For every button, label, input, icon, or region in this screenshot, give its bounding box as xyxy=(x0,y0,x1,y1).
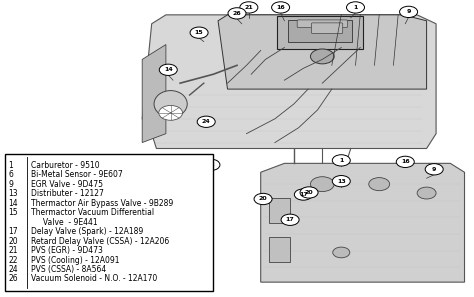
Circle shape xyxy=(369,178,390,191)
Text: Thermactor Vacuum Differential: Thermactor Vacuum Differential xyxy=(31,208,154,217)
Circle shape xyxy=(310,49,334,64)
Circle shape xyxy=(300,187,318,198)
Text: Delay Valve (Spark) - 12A189: Delay Valve (Spark) - 12A189 xyxy=(31,227,143,236)
Text: 17: 17 xyxy=(299,192,308,197)
Text: Retard Delay Valve (CSSA) - 12A206: Retard Delay Valve (CSSA) - 12A206 xyxy=(31,237,169,246)
Text: 9: 9 xyxy=(406,10,411,14)
Text: 20: 20 xyxy=(305,190,313,195)
Text: 22: 22 xyxy=(9,256,18,265)
Text: PVS (EGR) - 9D473: PVS (EGR) - 9D473 xyxy=(31,246,103,255)
Text: 14: 14 xyxy=(164,67,173,72)
Circle shape xyxy=(417,187,436,199)
Text: 16: 16 xyxy=(401,159,410,164)
Circle shape xyxy=(202,159,220,170)
Text: 24: 24 xyxy=(9,265,18,274)
Text: 17: 17 xyxy=(9,227,18,236)
Circle shape xyxy=(294,189,312,200)
Circle shape xyxy=(240,2,258,13)
Circle shape xyxy=(332,176,350,187)
Circle shape xyxy=(396,156,414,168)
Text: 22: 22 xyxy=(207,162,215,167)
Text: 13: 13 xyxy=(337,179,346,184)
Text: Distributer - 12127: Distributer - 12127 xyxy=(31,189,104,198)
Circle shape xyxy=(190,27,208,38)
Text: Thermactor Air Bypass Valve - 9B289: Thermactor Air Bypass Valve - 9B289 xyxy=(31,199,173,208)
Text: 15: 15 xyxy=(195,30,203,35)
Circle shape xyxy=(310,177,334,192)
Circle shape xyxy=(332,155,350,166)
Text: 21: 21 xyxy=(245,5,253,10)
Text: Valve  - 9E441: Valve - 9E441 xyxy=(31,218,98,227)
FancyBboxPatch shape xyxy=(277,16,363,49)
Text: 1: 1 xyxy=(9,161,13,170)
Polygon shape xyxy=(261,163,465,282)
Circle shape xyxy=(254,193,272,205)
Text: 9: 9 xyxy=(432,167,437,172)
Ellipse shape xyxy=(154,91,187,117)
Circle shape xyxy=(159,105,182,120)
Text: 1: 1 xyxy=(353,5,358,10)
Text: Bi-Metal Sensor - 9E607: Bi-Metal Sensor - 9E607 xyxy=(31,170,123,179)
Text: 16: 16 xyxy=(276,5,285,10)
Text: 26: 26 xyxy=(233,11,241,16)
FancyBboxPatch shape xyxy=(269,198,290,223)
Text: 9: 9 xyxy=(9,180,13,189)
FancyBboxPatch shape xyxy=(269,237,290,262)
Circle shape xyxy=(333,247,350,258)
Polygon shape xyxy=(218,15,427,89)
Circle shape xyxy=(281,214,299,225)
Circle shape xyxy=(425,164,443,175)
FancyBboxPatch shape xyxy=(311,23,343,34)
Text: 6: 6 xyxy=(9,170,13,179)
Circle shape xyxy=(159,64,177,75)
Text: Carburetor - 9510: Carburetor - 9510 xyxy=(31,161,100,170)
Text: EGR Valve - 9D475: EGR Valve - 9D475 xyxy=(31,180,103,189)
Text: 15: 15 xyxy=(9,208,18,217)
Circle shape xyxy=(400,6,418,18)
Text: 21: 21 xyxy=(9,246,18,255)
Text: PVS (CSSA) - 8A564: PVS (CSSA) - 8A564 xyxy=(31,265,106,274)
FancyBboxPatch shape xyxy=(288,20,352,42)
Text: 17: 17 xyxy=(286,217,294,222)
Text: 1: 1 xyxy=(339,158,344,163)
Polygon shape xyxy=(142,45,166,143)
FancyBboxPatch shape xyxy=(297,20,347,28)
Text: 26: 26 xyxy=(9,274,18,284)
Text: Vacuum Solenoid - N.O. - 12A170: Vacuum Solenoid - N.O. - 12A170 xyxy=(31,274,157,284)
Polygon shape xyxy=(142,15,436,148)
Text: 24: 24 xyxy=(202,119,210,124)
Circle shape xyxy=(228,8,246,19)
Text: 20: 20 xyxy=(9,237,18,246)
Text: 14: 14 xyxy=(9,199,18,208)
Text: 20: 20 xyxy=(259,197,267,201)
Circle shape xyxy=(197,116,215,127)
Circle shape xyxy=(272,2,290,13)
Text: PVS (Cooling) - 12A091: PVS (Cooling) - 12A091 xyxy=(31,256,119,265)
Bar xyxy=(5,154,213,291)
Text: 13: 13 xyxy=(9,189,18,198)
Circle shape xyxy=(346,2,365,13)
